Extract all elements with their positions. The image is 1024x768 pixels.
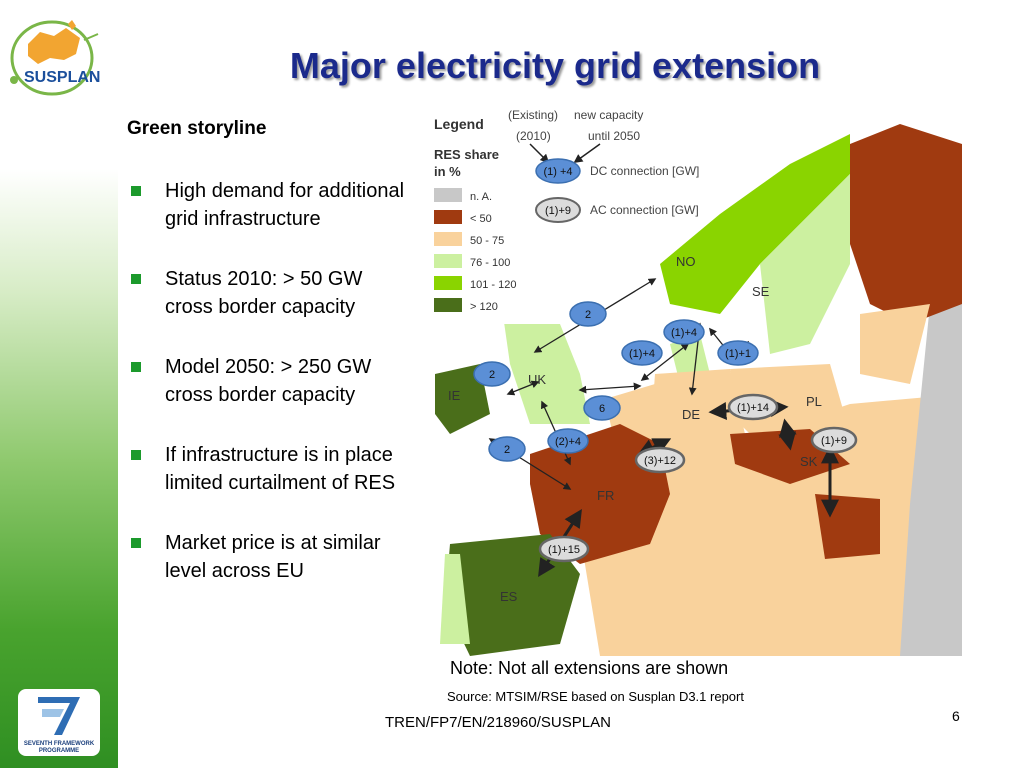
ac-label: (3)+12 [644, 455, 676, 467]
bullet-text: If infrastructure is in place limited cu… [165, 444, 396, 494]
legend-class-label: n. A. [470, 191, 492, 203]
label-se: SE [752, 284, 770, 299]
slide-title: Major electricity grid extension [289, 45, 821, 86]
ac-label: (1)+14 [737, 402, 769, 414]
region-baltic [860, 304, 930, 384]
susplan-logo-text: SUSPLAN [24, 69, 100, 86]
dc-marker [621, 340, 663, 366]
label-pl: PL [806, 394, 822, 409]
bullet-text: Status 2010: > 50 GW cross border capaci… [165, 268, 363, 318]
legend-dc-ellipse [535, 158, 581, 184]
label-fr: FR [597, 488, 614, 503]
dc-connection-markers: 2 2 6 2 (1)+4 (1)+4 (1)+1 (2)+4 [473, 301, 759, 462]
dc-label: (2)+4 [555, 436, 581, 448]
legend-dc-example: (1) +4 [543, 166, 572, 178]
bullet-item: Market price is at similar level across … [127, 530, 412, 585]
dc-label: 2 [585, 309, 591, 321]
storyline-heading: Green storyline [127, 118, 267, 139]
dc-marker [473, 361, 511, 387]
ac-marker [634, 446, 686, 474]
dc-marker [547, 428, 589, 454]
legend-class-label: > 120 [470, 301, 498, 313]
page-number: 6 [952, 708, 960, 724]
dc-label: (1)+1 [725, 348, 751, 360]
map-note: Note: Not all extensions are shown [450, 658, 729, 678]
label-de: DE [682, 407, 700, 422]
label-ie: IE [448, 388, 461, 403]
legend-existing-year: (2010) [516, 129, 551, 143]
bullet-list: High demand for additional grid infrastr… [127, 178, 412, 618]
source-caption: Source: MTSIM/RSE based on Susplan D3.1 … [447, 689, 744, 704]
legend-ac-label: AC connection [GW] [590, 203, 699, 217]
ac-marker [727, 393, 779, 421]
bullet-marker [131, 274, 141, 284]
legend-existing: (Existing) [508, 108, 558, 122]
bullet-text: Market price is at similar level across … [165, 532, 381, 582]
fp7-line2: PROGRAMME [39, 748, 79, 754]
country-se [760, 174, 850, 354]
dc-label: (1)+4 [629, 348, 655, 360]
legend-class-label: < 50 [470, 213, 492, 225]
bullet-marker [131, 186, 141, 196]
legend-class-label: 101 - 120 [470, 279, 516, 291]
susplan-logo: SUSPLAN [10, 20, 100, 96]
country-ie [435, 364, 490, 434]
legend-new-until: until 2050 [588, 129, 640, 143]
ac-marker [810, 426, 858, 454]
dc-marker [569, 301, 607, 327]
bullet-item: High demand for additional grid infrastr… [127, 178, 412, 233]
bullet-item: Model 2050: > 250 GW cross border capaci… [127, 354, 412, 409]
bullet-item: If infrastructure is in place limited cu… [127, 442, 412, 497]
ac-marker [538, 535, 590, 563]
legend-dc-label: DC connection [GW] [590, 164, 699, 178]
ac-label: (1)+9 [821, 435, 847, 447]
dc-marker [488, 436, 526, 462]
legend-new: new capacity [574, 108, 643, 122]
bullet-marker [131, 450, 141, 460]
country-no [660, 134, 850, 314]
legend-ac-example: (1)+9 [545, 205, 571, 217]
country-pl [730, 364, 850, 444]
dc-label: (1)+4 [671, 327, 697, 339]
country-it [670, 499, 780, 644]
legend-res-title2: in % [434, 164, 461, 179]
dc-label: 2 [504, 444, 510, 456]
ac-connection-markers: (1)+14 (1)+9 (3)+12 (1)+15 [538, 393, 858, 563]
dc-label: 2 [489, 369, 495, 381]
country-ro [815, 494, 880, 559]
bullet-text: Model 2050: > 250 GW cross border capaci… [165, 356, 372, 406]
bullet-item: Status 2010: > 50 GW cross border capaci… [127, 266, 412, 321]
fp7-logo: SEVENTH FRAMEWORK PROGRAMME [18, 689, 100, 756]
legend-ac-ellipse [535, 197, 581, 223]
bullet-marker [131, 538, 141, 548]
footer-reference: TREN/FP7/EN/218960/SUSPLAN [385, 714, 611, 731]
bullet-text: High demand for additional grid infrastr… [165, 180, 405, 230]
label-es: ES [500, 589, 518, 604]
fp7-line1: SEVENTH FRAMEWORK [24, 741, 95, 747]
dc-marker [583, 395, 621, 421]
label-sk: SK [800, 454, 818, 469]
label-no: NO [676, 254, 696, 269]
dc-label: 6 [599, 403, 605, 415]
bullet-marker [131, 362, 141, 372]
europe-grid-map: Legend RES share in % (Existing) (2010) … [430, 104, 962, 656]
dc-marker [717, 340, 759, 366]
legend-class-label: 76 - 100 [470, 257, 510, 269]
legend-classes: n. A. < 50 50 - 75 76 - 100 101 - 120 > … [434, 188, 516, 313]
country-fi [850, 124, 962, 324]
region-na-east [900, 284, 962, 656]
sidebar: SUSPLAN SEVENTH FRAMEWORK PROGRAMME [0, 0, 118, 768]
legend-class-label: 50 - 75 [470, 235, 504, 247]
legend-title: Legend [434, 116, 484, 132]
region-central-east [580, 394, 962, 656]
legend-res-title1: RES share [434, 147, 499, 162]
dc-marker [663, 319, 705, 345]
ac-label: (1)+15 [548, 544, 580, 556]
country-pt [440, 554, 470, 644]
